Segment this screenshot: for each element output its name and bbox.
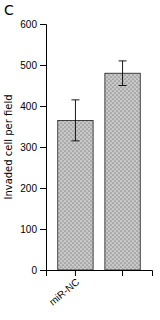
y-tick: 200 <box>20 183 46 194</box>
y-tick-label: 0 <box>31 265 37 276</box>
y-tick-mark <box>40 106 46 107</box>
y-tick: 100 <box>20 224 46 235</box>
y-tick-label: 100 <box>20 224 37 235</box>
y-tick: 400 <box>20 101 46 112</box>
x-tick: miR-NC <box>47 270 81 308</box>
y-tick: 300 <box>20 142 46 153</box>
y-tick-mark <box>40 147 46 148</box>
y-tick-mark <box>40 188 46 189</box>
x-tick <box>122 270 123 276</box>
y-axis: 0 100 200 300 400 500 600 <box>20 19 46 276</box>
y-tick-mark <box>40 270 46 271</box>
x-tick-mark <box>122 270 123 276</box>
error-bar <box>71 100 79 141</box>
y-axis-line <box>40 25 47 271</box>
bar <box>58 120 93 270</box>
error-bar <box>119 61 127 86</box>
bar <box>105 73 140 270</box>
x-tick-mark <box>75 270 76 276</box>
x-axis: miR-NC <box>47 270 153 308</box>
plot-area: 0 100 200 300 400 500 600 miR-NC <box>20 19 152 308</box>
y-tick-label: 300 <box>20 142 37 153</box>
chart-svg: 0 100 200 300 400 500 600 miR-NC Invaded cell pe… <box>0 0 160 320</box>
x-axis-line <box>47 271 153 277</box>
y-tick-label: 400 <box>20 101 37 112</box>
y-tick: 0 <box>31 265 46 276</box>
y-tick-label: 600 <box>20 19 37 30</box>
y-tick-mark <box>40 65 46 66</box>
y-tick-label: 200 <box>20 183 37 194</box>
y-tick-label: 500 <box>20 60 37 71</box>
y-tick: 600 <box>20 19 46 30</box>
x-tick-label: miR-NC <box>47 276 81 307</box>
y-tick: 500 <box>20 60 46 71</box>
marks <box>58 61 140 270</box>
chart-container: 0 100 200 300 400 500 600 miR-NC Invaded cell pe… <box>0 0 160 320</box>
title: C <box>4 2 14 18</box>
y-tick-mark <box>40 229 46 230</box>
y-tick-mark <box>40 24 46 25</box>
y-axis-title: Invaded cell per field <box>3 94 14 199</box>
